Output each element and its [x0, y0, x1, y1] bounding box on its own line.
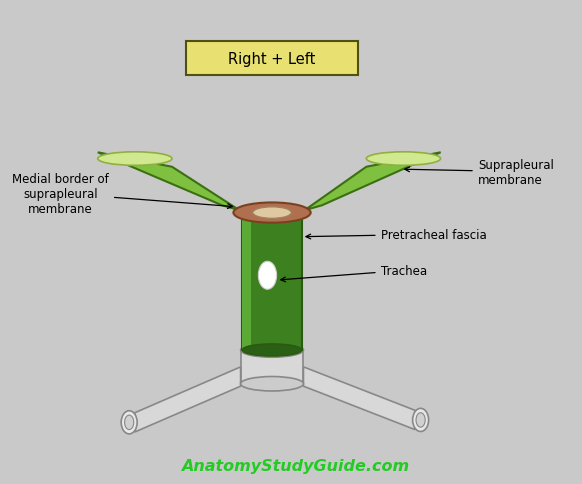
Ellipse shape [416, 413, 425, 427]
Bar [242, 213, 251, 350]
Text: Trachea: Trachea [281, 264, 427, 282]
Ellipse shape [121, 411, 137, 434]
Ellipse shape [98, 152, 172, 166]
Ellipse shape [258, 262, 276, 289]
Ellipse shape [253, 207, 292, 219]
Text: Pretracheal fascia: Pretracheal fascia [306, 228, 487, 241]
Ellipse shape [233, 203, 311, 223]
Ellipse shape [240, 377, 303, 391]
Ellipse shape [242, 344, 301, 356]
Ellipse shape [413, 408, 428, 432]
Polygon shape [305, 153, 441, 211]
Ellipse shape [240, 343, 303, 358]
Text: Suprapleural
membrane: Suprapleural membrane [404, 158, 553, 186]
Polygon shape [303, 367, 415, 430]
Ellipse shape [366, 152, 441, 166]
Text: AnatomyStudyGuide.com: AnatomyStudyGuide.com [181, 458, 409, 473]
Text: Right + Left: Right + Left [228, 52, 315, 67]
Bar [240, 350, 303, 384]
Polygon shape [98, 153, 239, 211]
Bar [242, 213, 301, 350]
Ellipse shape [125, 415, 134, 430]
Polygon shape [135, 367, 240, 432]
FancyBboxPatch shape [186, 42, 358, 76]
Text: Medial border of
suprapleural
membrane: Medial border of suprapleural membrane [12, 172, 232, 215]
